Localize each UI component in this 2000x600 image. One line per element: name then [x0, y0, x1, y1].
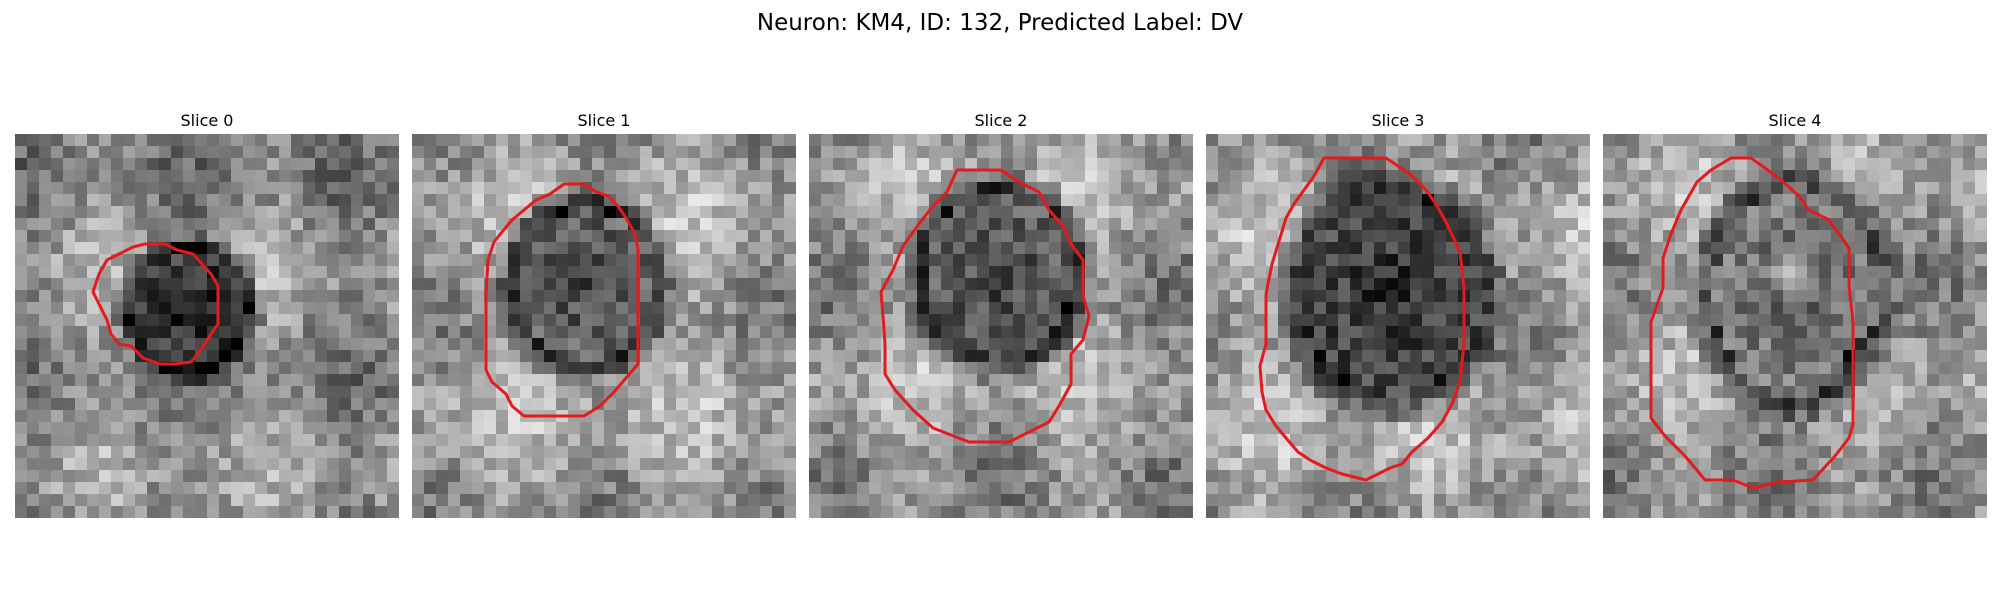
segmentation-contour-2	[879, 168, 1091, 444]
slice-title-4: Slice 4	[1768, 111, 1822, 130]
slice-image-3	[1206, 134, 1590, 518]
slice-image-0	[15, 134, 399, 518]
slice-title-0: Slice 0	[180, 111, 234, 130]
slice-title-1: Slice 1	[577, 111, 631, 130]
slice-title-2: Slice 2	[974, 111, 1028, 130]
figure-title: Neuron: KM4, ID: 132, Predicted Label: D…	[756, 10, 1244, 36]
slice-image-4	[1603, 134, 1987, 518]
slice-panel-2: Slice 2	[809, 108, 1193, 518]
segmentation-contour-4	[1649, 156, 1855, 490]
slice-image-2	[809, 134, 1193, 518]
slice-panel-0: Slice 0	[15, 108, 399, 518]
slice-image-1	[412, 134, 796, 518]
slice-title-3: Slice 3	[1371, 111, 1425, 130]
slice-panel-3: Slice 3	[1206, 108, 1590, 518]
slice-panel-4: Slice 4	[1603, 108, 1987, 518]
segmentation-contour-3	[1258, 156, 1466, 482]
segmentation-contour-1	[484, 182, 640, 418]
slice-panel-1: Slice 1	[412, 108, 796, 518]
segmentation-contour-0	[91, 242, 220, 366]
